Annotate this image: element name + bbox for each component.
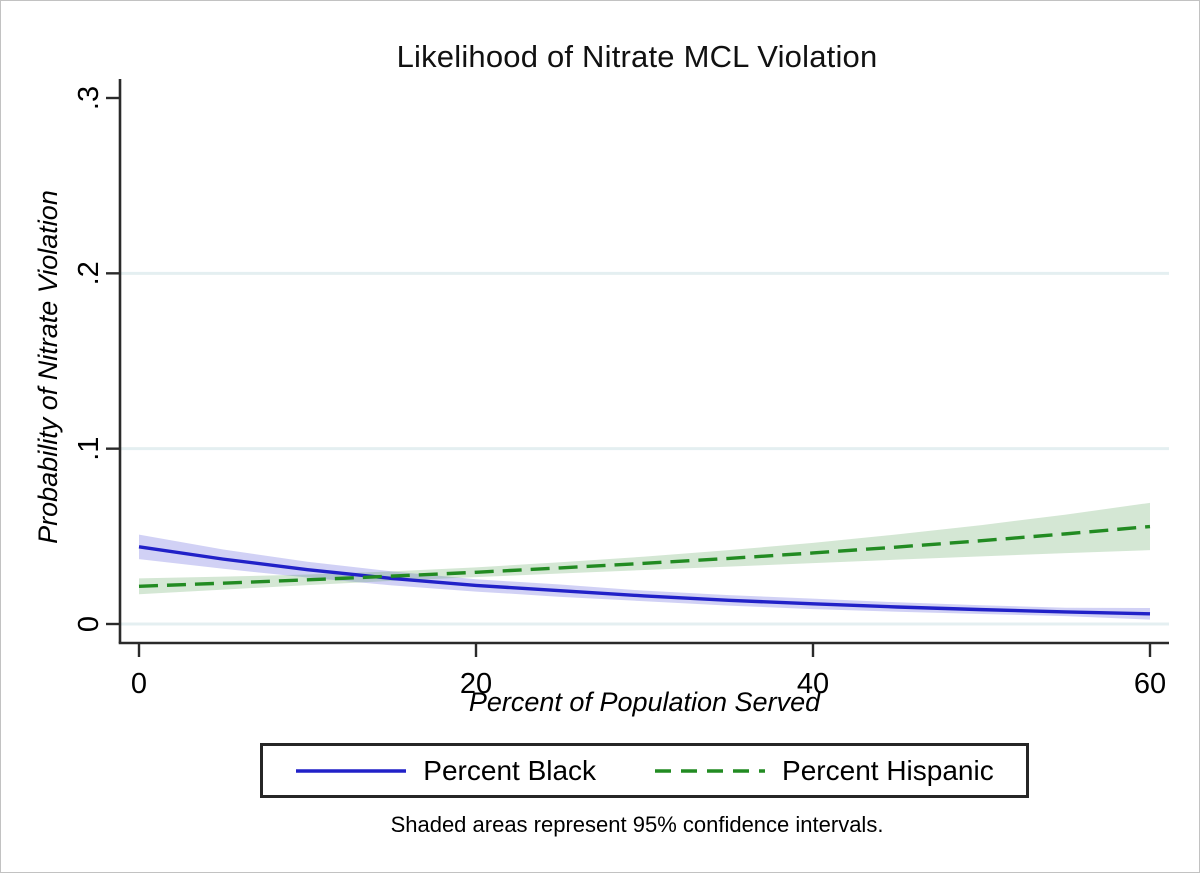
ci-note: Shaded areas represent 95% confidence in…: [390, 812, 884, 837]
x-tick-label: 0: [131, 668, 147, 700]
y-tick-label: 0: [73, 616, 105, 632]
x-tick-label: 60: [1134, 668, 1166, 700]
line-percent-black: [138, 545, 1151, 616]
percent-black-line-sample: [296, 768, 407, 773]
ci-band-percent-hispanic: [139, 502, 1150, 595]
plot-area: 0 .1 .2 .3 0 20 40 60: [73, 79, 1169, 700]
x-tick-label: 40: [797, 668, 829, 700]
y-tick-label: .2: [73, 261, 105, 285]
legend-label-percent-hispanic: Percent Hispanic: [782, 754, 994, 786]
chart-title: Likelihood of Nitrate MCL Violation: [396, 39, 878, 74]
legend-item-percent-hispanic: Percent Hispanic: [654, 755, 994, 787]
legend: Percent Black Percent Hispanic: [260, 743, 1029, 798]
percent-hispanic-line-sample: [655, 768, 766, 773]
y-axis-title: Probability of Nitrate Violation: [33, 190, 63, 544]
y-tick-label: .3: [73, 86, 105, 110]
y-tick-label: .1: [73, 437, 105, 461]
line-percent-hispanic: [138, 524, 1151, 589]
x-tick-label: 20: [460, 668, 492, 700]
legend-label-percent-black: Percent Black: [423, 754, 597, 786]
x-axis-title: Percent of Population Served: [468, 687, 821, 717]
legend-item-percent-black: Percent Black: [295, 755, 596, 787]
